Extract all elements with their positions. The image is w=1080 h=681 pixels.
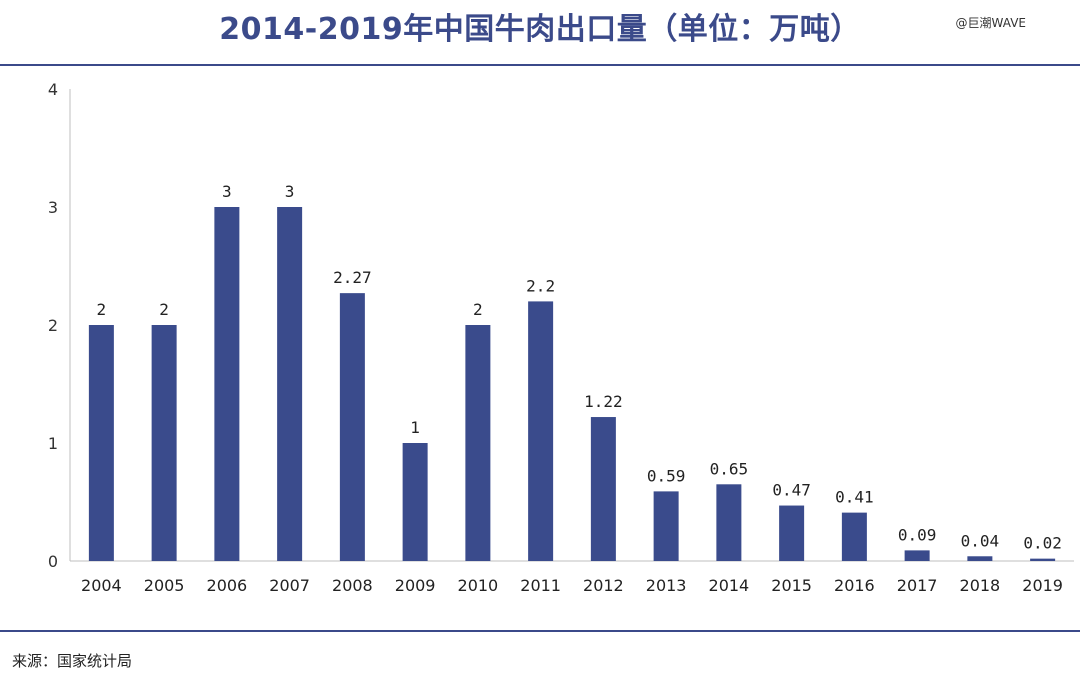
bar (528, 301, 554, 561)
bar (590, 417, 616, 561)
x-tick-label: 2018 (960, 576, 1001, 595)
data-label: 3 (285, 182, 295, 201)
data-label: 2.2 (526, 276, 555, 295)
x-tick-label: 2017 (897, 576, 938, 595)
bar (465, 325, 491, 561)
bar (214, 207, 240, 561)
bar (1030, 558, 1056, 561)
bar (277, 207, 303, 561)
bar (151, 325, 177, 561)
x-tick-label: 2010 (458, 576, 499, 595)
x-tick-label: 2005 (144, 576, 185, 595)
x-tick-label: 2016 (834, 576, 875, 595)
x-tick-label: 2013 (646, 576, 687, 595)
data-label: 0.02 (1023, 534, 1062, 553)
bar (967, 556, 993, 561)
chart-axes: 0 1 2 3 4 (48, 80, 1074, 571)
x-tick-label: 2006 (207, 576, 248, 595)
bar (841, 512, 867, 561)
y-tick-label: 1 (48, 434, 58, 453)
x-tick-label: 2011 (520, 576, 561, 595)
bottom-rule (0, 630, 1080, 632)
data-label: 2 (97, 300, 107, 319)
data-label: 1.22 (584, 392, 623, 411)
bar (339, 293, 365, 561)
y-tick-label: 0 (48, 552, 58, 571)
data-label: 1 (410, 418, 420, 437)
data-label: 0.09 (898, 525, 937, 544)
watermark: @巨潮WAVE (955, 16, 1026, 30)
source-note: 来源：国家统计局 (12, 652, 133, 670)
x-tick-label: 2014 (709, 576, 750, 595)
bar (88, 325, 114, 561)
x-tick-label: 2019 (1022, 576, 1063, 595)
x-tick-label: 2015 (771, 576, 812, 595)
data-label: 0.41 (835, 488, 874, 507)
data-label: 2 (473, 300, 483, 319)
bar (779, 505, 805, 561)
x-tick-label: 2009 (395, 576, 436, 595)
x-tick-label: 2004 (81, 576, 122, 595)
chart-title: 2014-2019年中国牛肉出口量（单位：万吨） (219, 12, 861, 47)
bar (716, 484, 742, 561)
bar (904, 550, 930, 561)
data-label: 0.04 (961, 531, 1000, 550)
y-tick-label: 3 (48, 198, 58, 217)
data-label: 3 (222, 182, 232, 201)
x-tick-label: 2012 (583, 576, 624, 595)
data-label: 0.65 (710, 459, 749, 478)
data-labels: 2 2004 2 2005 3 2006 3 2007 2.27 2008 1 2009 2 2010 2.… (81, 182, 1063, 595)
y-tick-label: 4 (48, 80, 58, 99)
top-rule (0, 64, 1080, 66)
bar (402, 443, 428, 561)
data-label: 0.59 (647, 466, 686, 485)
x-tick-label: 2007 (269, 576, 310, 595)
data-label: 0.47 (772, 481, 811, 500)
bar (653, 491, 679, 561)
x-tick-label: 2008 (332, 576, 373, 595)
bar-series (88, 207, 1056, 561)
y-tick-label: 2 (48, 316, 58, 335)
data-label: 2 (159, 300, 169, 319)
data-label: 2.27 (333, 268, 372, 287)
